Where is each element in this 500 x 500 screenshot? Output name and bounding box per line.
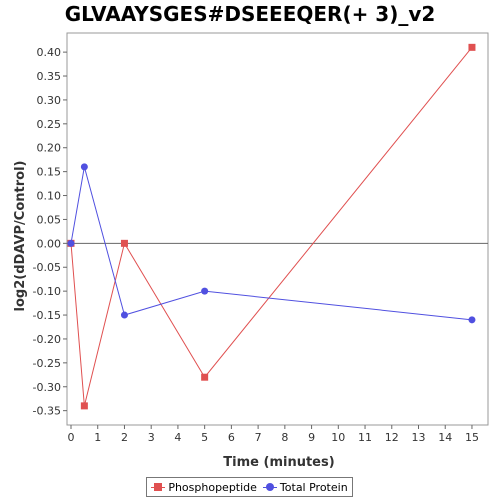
x-tick-label: 11	[358, 431, 372, 444]
y-tick-label: 0.40	[37, 46, 62, 59]
y-tick-label: 0.05	[37, 213, 62, 226]
legend-entry-phosphopeptide: Phosphopeptide	[151, 481, 257, 494]
legend: Phosphopeptide Total Protein	[146, 477, 353, 497]
y-tick-label: 0.20	[37, 142, 62, 155]
x-tick-label: 2	[121, 431, 128, 444]
y-tick-label: -0.05	[33, 261, 61, 274]
y-tick-label: -0.25	[33, 357, 61, 370]
y-tick-label: -0.15	[33, 309, 61, 322]
data-point-square	[120, 239, 128, 247]
x-tick-label: 13	[412, 431, 426, 444]
data-point-square	[468, 43, 476, 51]
legend-square-marker-icon	[151, 482, 166, 492]
x-tick-label: 6	[228, 431, 235, 444]
x-tick-label: 1	[94, 431, 101, 444]
chart-title: GLVAAYSGES#DSEEEQER(+ 3)_v2	[64, 2, 436, 26]
plot-area: -0.35 -0.30 -0.25 -0.20 -0.15 -0.10 -0.05 0.00 0…	[33, 32, 489, 444]
y-tick-label: 0.30	[37, 94, 62, 107]
x-tick-label: 8	[281, 431, 288, 444]
plot-border	[66, 32, 489, 426]
y-axis-title: log2(dDAVP/Control)	[13, 161, 28, 312]
legend-label: Total Protein	[279, 480, 348, 494]
y-tick-label: -0.10	[33, 285, 61, 298]
legend-label: Phosphopeptide	[168, 480, 257, 494]
x-tick-label: 10	[331, 431, 345, 444]
data-point-square	[80, 402, 88, 410]
x-tick-label: 5	[201, 431, 208, 444]
data-point-circle	[67, 239, 75, 247]
x-tick-label: 3	[148, 431, 155, 444]
y-tick-label: 0.35	[37, 70, 62, 83]
y-tick-label: -0.30	[33, 381, 61, 394]
data-point-square	[201, 373, 209, 381]
legend-entry-total-protein: Total Protein	[262, 480, 348, 494]
legend-circle-marker-icon	[262, 482, 277, 492]
x-tick-label: 14	[438, 431, 452, 444]
y-tick-label: -0.20	[33, 333, 61, 346]
y-tick-label: -0.35	[33, 405, 61, 418]
data-point-circle	[201, 287, 209, 295]
data-point-circle	[120, 311, 128, 319]
x-axis-title: Time (minutes)	[223, 455, 334, 470]
y-tick-label: 0.15	[37, 166, 62, 179]
x-tick-label: 7	[255, 431, 262, 444]
y-tick-label: 0.25	[37, 118, 62, 131]
data-point-circle	[468, 316, 476, 324]
y-tick-label: 0.10	[37, 190, 62, 203]
x-tick-label: 0	[68, 431, 75, 444]
x-tick-label: 9	[308, 431, 315, 444]
x-tick-label: 12	[385, 431, 399, 444]
y-tick-label: 0.00	[37, 237, 62, 250]
x-tick-label: 4	[174, 431, 181, 444]
data-point-circle	[80, 163, 88, 171]
x-tick-label: 15	[465, 431, 479, 444]
